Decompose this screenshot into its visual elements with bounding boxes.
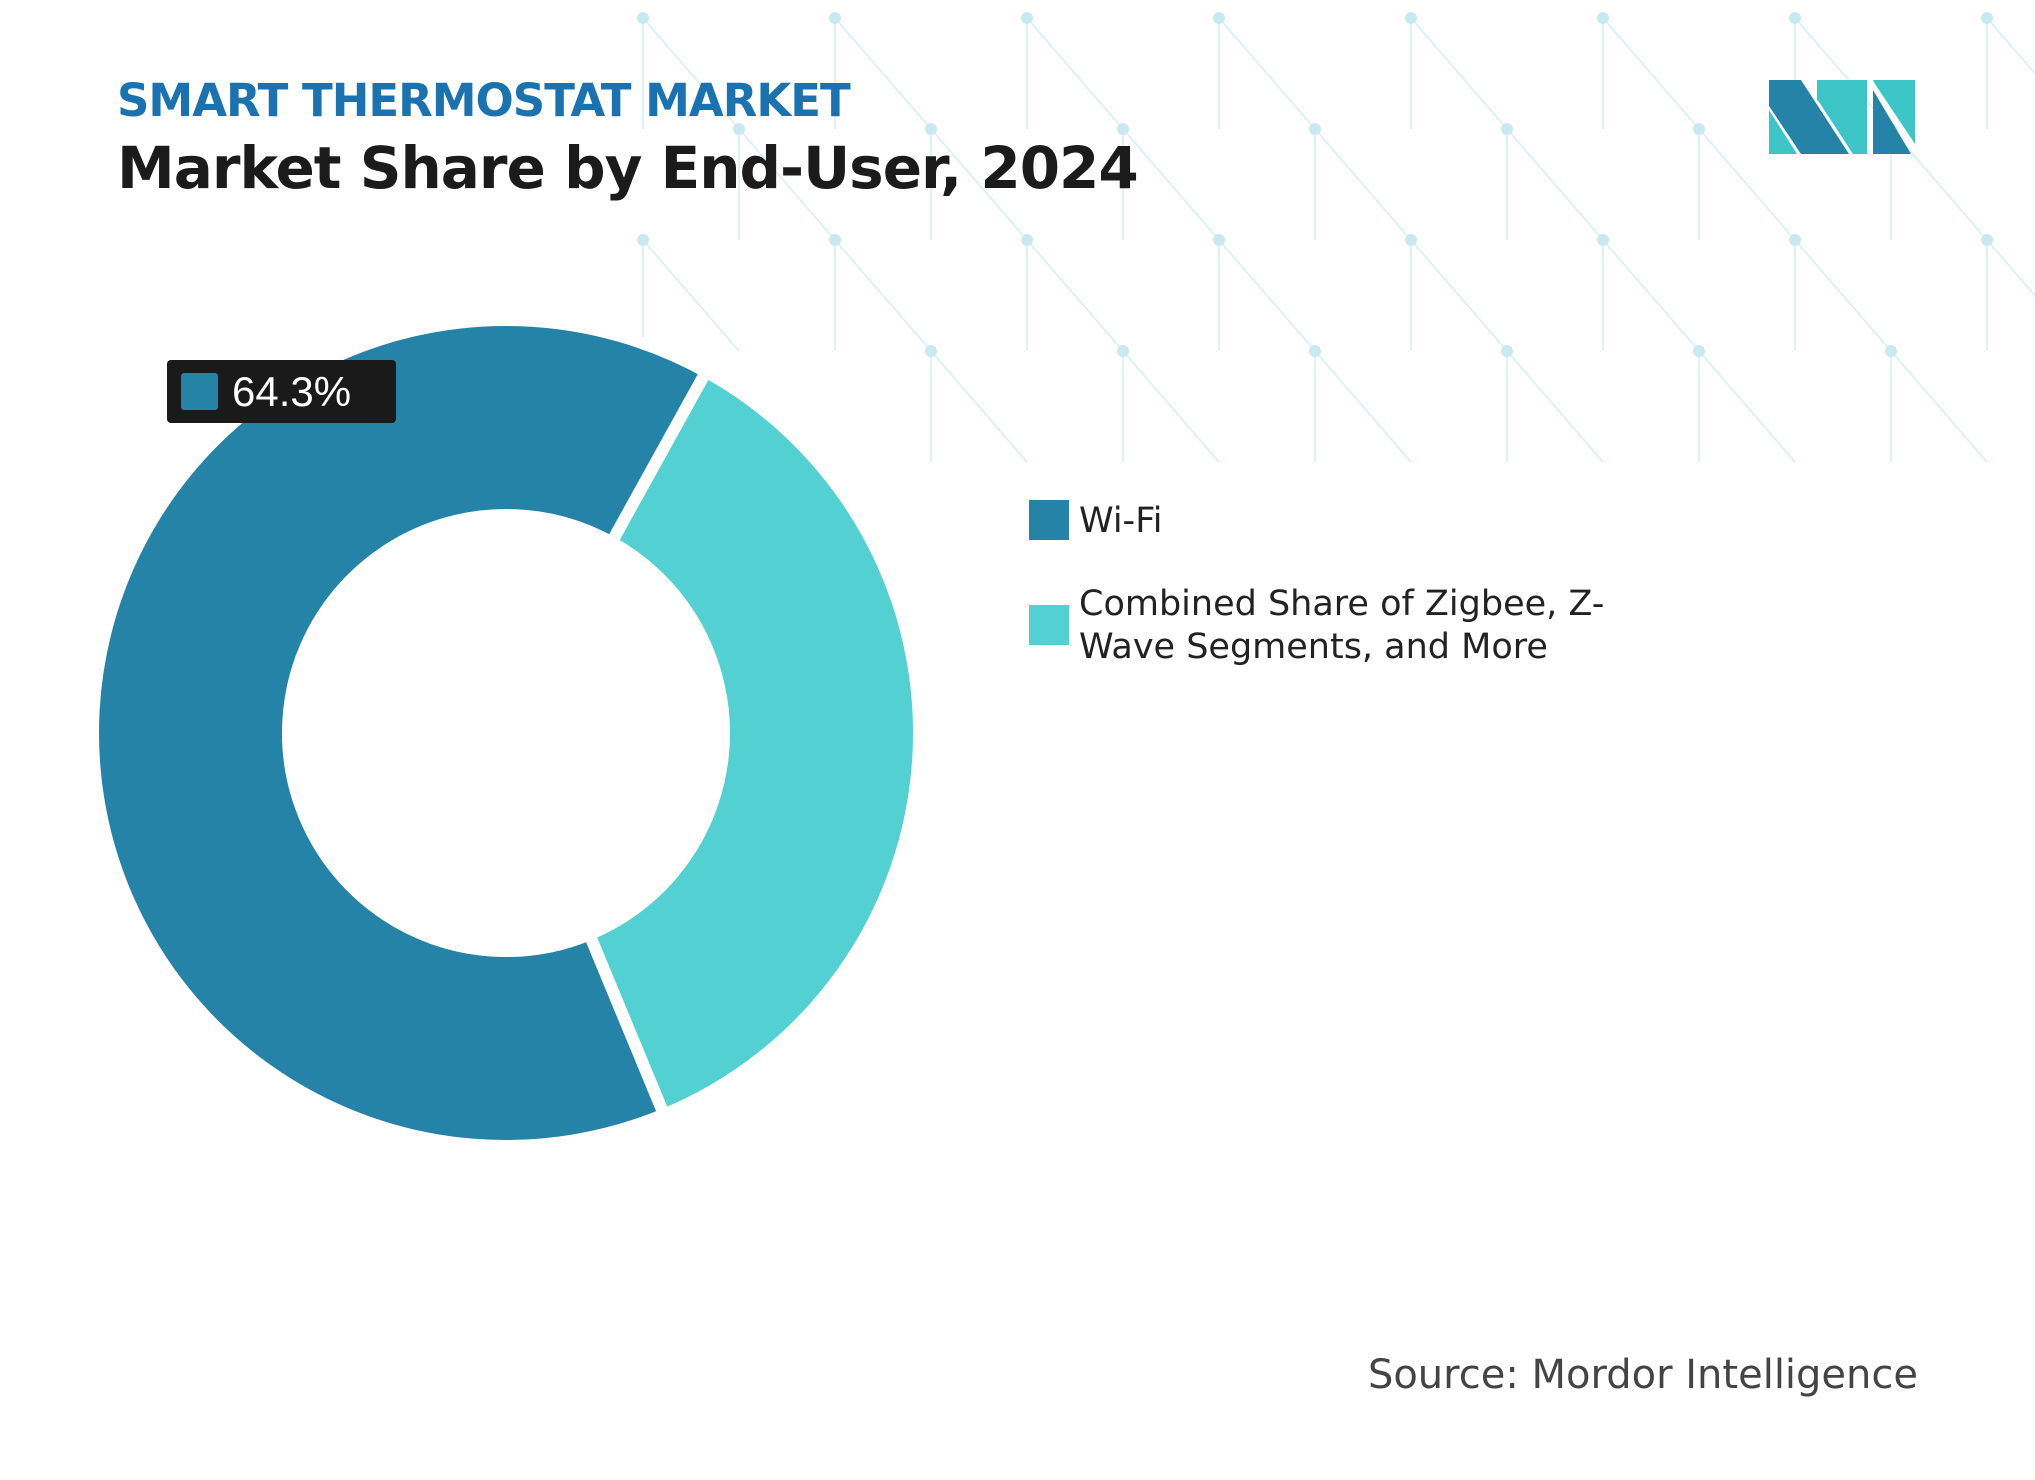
pattern-dot: [1693, 123, 1705, 135]
donut-slice-0: [87, 314, 715, 1152]
pattern-dot: [1405, 12, 1417, 24]
data-label-swatch: [181, 373, 218, 410]
data-label-wifi: 64.3%: [167, 360, 396, 423]
legend-swatch: [1029, 500, 1069, 540]
pattern-dot: [1117, 123, 1129, 135]
pattern-dot: [1981, 12, 1993, 24]
pattern-dot: [1885, 345, 1897, 357]
pattern-dot: [925, 123, 937, 135]
pattern-dot: [1309, 123, 1321, 135]
pattern-dot: [1117, 345, 1129, 357]
pattern-dot: [1213, 12, 1225, 24]
pattern-dot: [1693, 345, 1705, 357]
pattern-dot: [1597, 234, 1609, 246]
donut-slice-1: [581, 363, 925, 1123]
mordor-intelligence-logo: [1769, 80, 1915, 154]
legend-label: Combined Share of Zigbee, Z-Wave Segment…: [1079, 584, 1605, 667]
source-note: Source: Mordor Intelligence: [1367, 1352, 1918, 1398]
chart-subtitle: SMART THERMOSTAT MARKET: [117, 74, 851, 127]
pattern-dot: [1213, 234, 1225, 246]
pattern-dot: [1021, 12, 1033, 24]
pattern-dot: [733, 123, 745, 135]
legend-swatch: [1029, 605, 1069, 645]
pattern-dot: [637, 12, 649, 24]
pattern-dot: [1597, 12, 1609, 24]
pattern-dot: [1309, 345, 1321, 357]
pattern-dot: [1501, 123, 1513, 135]
data-label-value: 64.3%: [232, 367, 352, 415]
pattern-dot: [829, 12, 841, 24]
pattern-dot: [1501, 345, 1513, 357]
pattern-dot: [1789, 12, 1801, 24]
pattern-dot: [637, 234, 649, 246]
legend-item-wifi: Wi-Fi: [1029, 500, 1639, 543]
legend: Wi-Fi Combined Share of Zigbee, Z-Wave S…: [1029, 500, 1639, 709]
pattern-dot: [1405, 234, 1417, 246]
legend-item-other: Combined Share of Zigbee, Z-Wave Segment…: [1029, 583, 1639, 669]
legend-label: Wi-Fi: [1079, 501, 1163, 541]
pattern-dot: [1789, 234, 1801, 246]
pattern-dot: [925, 345, 937, 357]
pattern-dot: [1021, 234, 1033, 246]
chart-title: Market Share by End-User, 2024: [117, 134, 1139, 202]
pattern-dot: [1981, 234, 1993, 246]
pattern-dot: [829, 234, 841, 246]
